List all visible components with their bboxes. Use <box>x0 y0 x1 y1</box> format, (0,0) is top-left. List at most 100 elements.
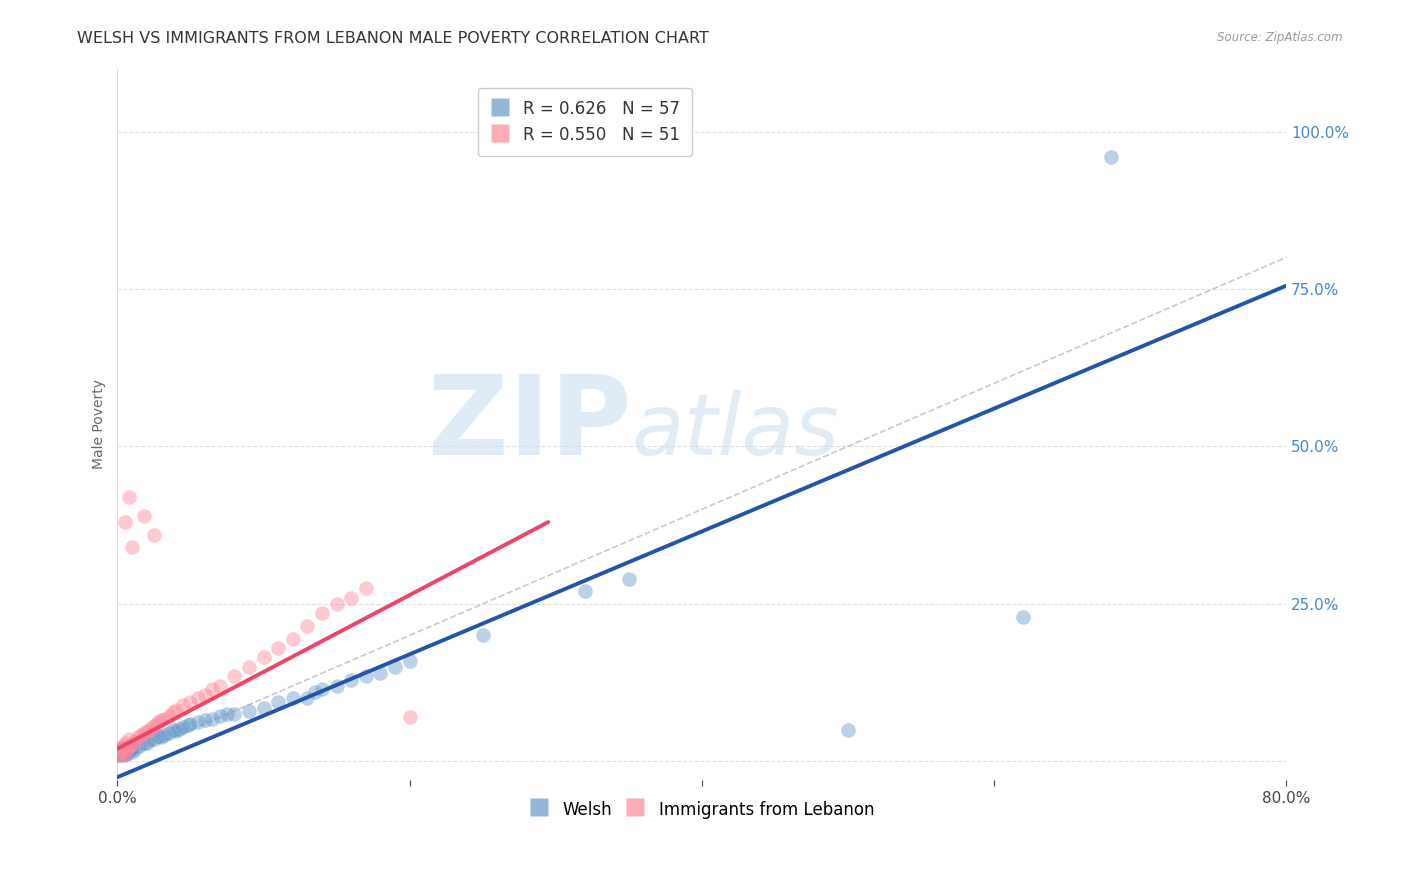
Point <box>132 726 155 740</box>
Point <box>617 572 640 586</box>
Point <box>157 709 180 723</box>
Point <box>108 743 131 757</box>
Point <box>121 540 143 554</box>
Point <box>135 735 157 749</box>
Point <box>108 745 131 759</box>
Point <box>340 591 363 605</box>
Point <box>471 628 494 642</box>
Point <box>118 490 141 504</box>
Point <box>121 745 143 759</box>
Point <box>112 743 135 757</box>
Point <box>224 669 246 683</box>
Point <box>384 660 406 674</box>
Point <box>172 698 194 712</box>
Point <box>143 732 166 747</box>
Legend: Welsh, Immigrants from Lebanon: Welsh, Immigrants from Lebanon <box>523 793 882 825</box>
Point <box>179 716 201 731</box>
Point <box>574 584 596 599</box>
Text: ZIP: ZIP <box>429 371 631 478</box>
Point <box>128 739 150 753</box>
Point <box>127 731 149 745</box>
Point <box>340 673 363 687</box>
Point <box>132 508 155 523</box>
Point <box>297 619 319 633</box>
Point <box>114 743 136 757</box>
Point <box>238 660 260 674</box>
Point <box>208 679 231 693</box>
Point <box>238 704 260 718</box>
Point <box>1099 150 1122 164</box>
Point <box>112 745 135 759</box>
Point <box>148 715 170 730</box>
Y-axis label: Male Poverty: Male Poverty <box>93 379 107 469</box>
Point <box>297 691 319 706</box>
Point <box>114 735 136 749</box>
Point <box>145 718 167 732</box>
Point <box>117 740 139 755</box>
Point <box>148 729 170 743</box>
Point <box>187 691 209 706</box>
Point <box>129 728 152 742</box>
Point <box>121 739 143 753</box>
Point <box>111 745 134 759</box>
Point <box>162 706 184 720</box>
Point <box>311 607 333 621</box>
Point <box>124 741 146 756</box>
Text: atlas: atlas <box>631 390 839 473</box>
Point <box>281 691 304 706</box>
Point <box>115 747 138 761</box>
Point <box>304 685 326 699</box>
Point <box>165 703 187 717</box>
Point <box>194 688 217 702</box>
Point <box>117 745 139 759</box>
Point <box>398 654 420 668</box>
Point <box>281 632 304 646</box>
Point <box>325 597 347 611</box>
Point <box>108 748 131 763</box>
Point <box>124 734 146 748</box>
Point <box>114 515 136 529</box>
Point <box>153 712 176 726</box>
Point <box>325 679 347 693</box>
Point <box>120 741 142 756</box>
Point <box>208 709 231 723</box>
Point <box>108 748 131 763</box>
Point <box>224 707 246 722</box>
Point <box>114 747 136 761</box>
Point <box>150 731 173 745</box>
Point <box>150 714 173 728</box>
Point <box>141 720 163 734</box>
Point <box>121 737 143 751</box>
Point <box>252 650 274 665</box>
Point <box>112 740 135 755</box>
Point <box>157 726 180 740</box>
Point <box>138 723 160 737</box>
Text: Source: ZipAtlas.com: Source: ZipAtlas.com <box>1218 31 1343 45</box>
Point <box>153 728 176 742</box>
Point <box>112 739 135 753</box>
Point <box>143 527 166 541</box>
Point <box>1012 609 1035 624</box>
Point <box>179 695 201 709</box>
Point <box>176 718 198 732</box>
Text: WELSH VS IMMIGRANTS FROM LEBANON MALE POVERTY CORRELATION CHART: WELSH VS IMMIGRANTS FROM LEBANON MALE PO… <box>77 31 709 46</box>
Point <box>187 715 209 730</box>
Point <box>132 735 155 749</box>
Point <box>110 743 132 757</box>
Point <box>252 701 274 715</box>
Point <box>135 724 157 739</box>
Point <box>162 723 184 737</box>
Point <box>201 681 224 696</box>
Point <box>115 741 138 756</box>
Point <box>311 681 333 696</box>
Point <box>354 669 377 683</box>
Point <box>837 723 859 737</box>
Point <box>370 666 392 681</box>
Point <box>110 741 132 756</box>
Point <box>201 712 224 726</box>
Point <box>111 740 134 755</box>
Point <box>167 722 190 736</box>
Point <box>111 748 134 763</box>
Point <box>138 732 160 747</box>
Point <box>354 581 377 595</box>
